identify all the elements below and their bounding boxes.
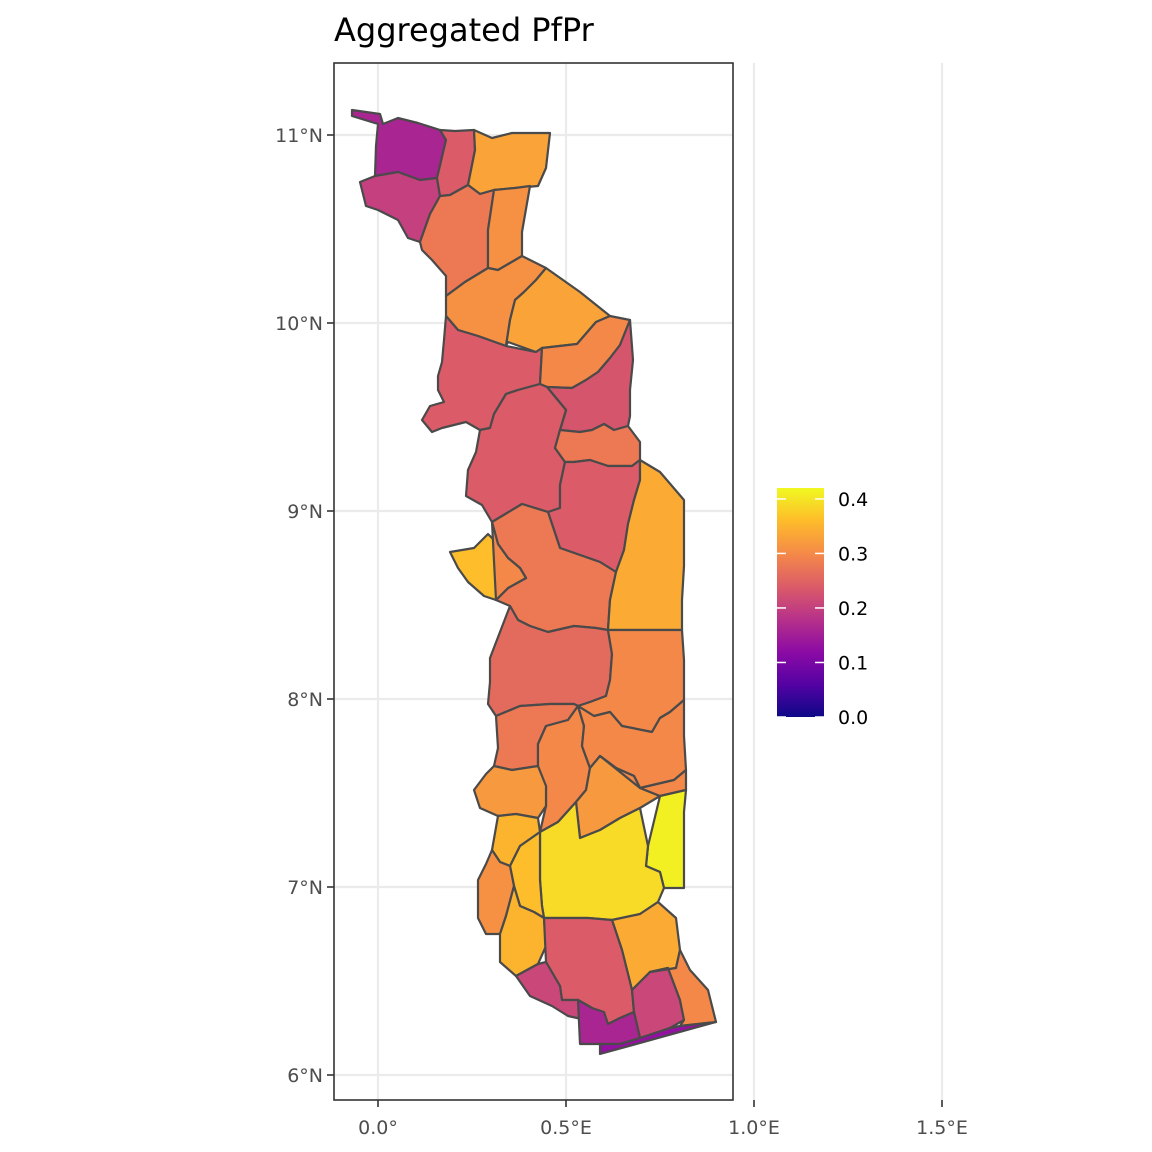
legend-colorbar bbox=[777, 488, 824, 717]
y-tick-label: 6°N bbox=[287, 1065, 323, 1087]
region-kara-4 bbox=[553, 422, 642, 468]
y-tick-label: 8°N bbox=[287, 689, 323, 711]
legend-label: 0.0 bbox=[838, 707, 868, 729]
y-tick-label: 7°N bbox=[287, 877, 323, 899]
color-legend: 0.0 0.1 0.2 0.3 0.4 bbox=[777, 488, 868, 729]
x-tick-label: 1.0°E bbox=[728, 1117, 780, 1139]
legend-label: 0.4 bbox=[838, 489, 868, 511]
x-axis: 0.0° 0.5°E 1.0°E 1.5°E bbox=[358, 1100, 968, 1139]
region-lome-2 bbox=[598, 1020, 718, 1056]
x-tick-label: 0.5°E bbox=[540, 1117, 592, 1139]
legend-label: 0.2 bbox=[838, 598, 868, 620]
legend-label: 0.3 bbox=[838, 543, 868, 565]
chart-title: Aggregated PfPr bbox=[334, 11, 595, 49]
regions-layer bbox=[350, 108, 718, 1056]
x-tick-label: 0.0° bbox=[358, 1117, 398, 1139]
region-plateaux-5 bbox=[472, 764, 548, 820]
legend-label: 0.1 bbox=[838, 652, 868, 674]
region-lome-1 bbox=[576, 998, 642, 1054]
y-tick-label: 11°N bbox=[275, 125, 323, 147]
y-tick-label: 10°N bbox=[275, 313, 323, 335]
y-tick-label: 9°N bbox=[287, 501, 323, 523]
region-north-east-top bbox=[466, 128, 552, 196]
panel-border bbox=[333, 62, 734, 1101]
x-tick-label: 1.5°E bbox=[916, 1117, 968, 1139]
y-axis: 6°N 7°N 8°N 9°N 10°N 11°N bbox=[275, 125, 334, 1087]
legend-ticks: 0.0 0.1 0.2 0.3 0.4 bbox=[777, 489, 868, 729]
region-central-1 bbox=[490, 520, 528, 602]
